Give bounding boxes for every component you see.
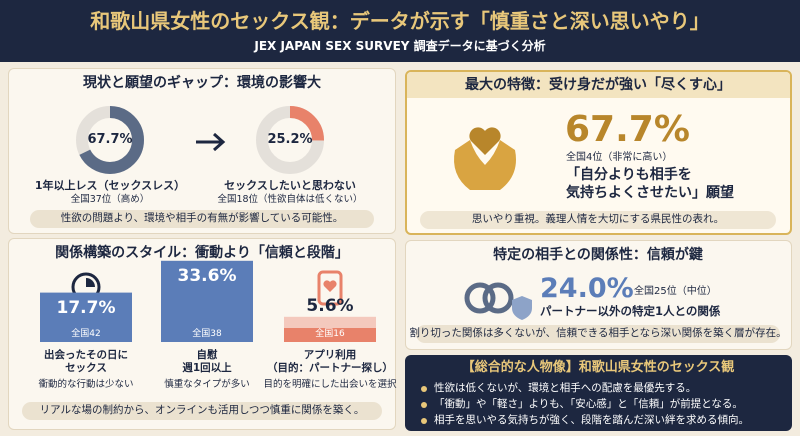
section-title: 関係構築のスタイル：衝動より「信頼と段階」 <box>55 245 349 261</box>
donut-arc <box>256 106 324 174</box>
feature-value: 67.7% <box>565 109 690 150</box>
section-title: 現状と願望のギャップ：環境の影響大 <box>83 75 321 91</box>
bar-value: 33.6% <box>177 265 237 286</box>
stat-rank: 全国37位（高め） <box>70 194 150 205</box>
bar-rank: 全国38 <box>192 329 222 339</box>
subtitle: JEX JAPAN SEX SURVEY 調査データに基づく分析 <box>254 39 546 53</box>
stat-comment: 目的を明確にした出会いを選択 <box>263 379 397 390</box>
rank-strip <box>161 328 253 342</box>
donut-label: 25.2% <box>267 132 313 147</box>
panel-header <box>407 72 790 98</box>
phone-icon <box>317 270 343 306</box>
feature-rank: 全国4位（非常に高い） <box>566 152 673 163</box>
note: 割り切った関係は多くないが、信頼できる相手となら深い関係を築く層が存在。 <box>409 327 787 339</box>
stat-caption: （目的：パートナー探し） <box>267 362 393 374</box>
note-bar <box>416 325 780 343</box>
summary-point: 「衝動」や「軽さ」よりも、「安心感」と「信頼」が前提となる。 <box>434 398 743 410</box>
donut-label: 67.7% <box>87 132 133 147</box>
feature-caption: 「自分よりも相手を <box>566 167 692 183</box>
stat-caption: セックス <box>65 362 107 374</box>
note-bar <box>420 211 776 229</box>
bar-value: 17.7% <box>56 297 116 318</box>
shield-icon <box>512 296 532 320</box>
section-title: 最大の特徴：受け身だが強い「尽くす心」 <box>465 77 731 93</box>
summary-point: 相手を思いやる気持ちが強く、段階を踏んだ深い絆を求める傾向。 <box>434 414 749 426</box>
stat-comment: 衝動的な行動は少ない <box>38 379 134 390</box>
summary-point: 性欲は低くないが、環境と相手への配慮を最優先する。 <box>434 382 697 394</box>
donut-arc <box>76 106 144 174</box>
stat-rank: 全国18位（性欲自体は低くない） <box>217 194 363 205</box>
arrow <box>196 132 226 152</box>
panel <box>8 68 396 234</box>
note-bar <box>30 210 374 228</box>
partner-value: 24.0% <box>540 273 634 304</box>
bar <box>284 316 376 328</box>
rank-strip <box>40 328 132 342</box>
bar-value: 5.6% <box>306 295 354 316</box>
section-title: 特定の相手との関係性：信頼が鍵 <box>493 247 703 263</box>
stat-caption: 自慰 <box>196 349 218 361</box>
summary-panel <box>405 355 792 431</box>
note-bar <box>22 402 382 420</box>
feature-caption: 気持ちよくさせたい」願望 <box>566 185 734 201</box>
note: 性欲の問題より、環境や相手の有無が影響している可能性。 <box>60 212 344 224</box>
stat-caption: セックスしたいと思わない <box>224 179 356 192</box>
note: リアルな場の制約から、オンラインも活用しつつ慎重に関係を築く。 <box>39 404 365 416</box>
partner-rank: 全国25位（中位） <box>634 286 717 297</box>
rings-icon <box>464 282 514 314</box>
hands-icon <box>454 127 516 190</box>
bar <box>161 260 253 328</box>
bar <box>40 292 132 328</box>
bar-rank: 全国42 <box>71 329 101 339</box>
title: 和歌山県女性のセックス観：データが示す「慎重さと深い思いやり」 <box>90 9 710 33</box>
header-bar <box>0 0 800 62</box>
stat-comment: 慎重なタイプが多い <box>164 379 250 390</box>
rank-strip <box>284 328 376 342</box>
stat-caption: アプリ利用 <box>303 349 357 361</box>
bullet <box>421 386 427 392</box>
bullet <box>421 418 427 424</box>
bullet <box>421 402 427 408</box>
partner-caption: パートナー以外の特定1人との関係 <box>540 304 721 318</box>
note: 思いやり重視。義理人情を大切にする県民性の表れ。 <box>471 213 725 225</box>
summary-title: 【総合的な人物像】和歌山県女性のセックス観 <box>461 360 735 375</box>
bar-rank: 全国16 <box>315 329 345 339</box>
stat-caption: 出会ったその日に <box>44 349 128 361</box>
stat-caption: 週1回以上 <box>182 362 232 374</box>
stat-caption: 1年以上レス（セックスレス） <box>34 179 186 192</box>
